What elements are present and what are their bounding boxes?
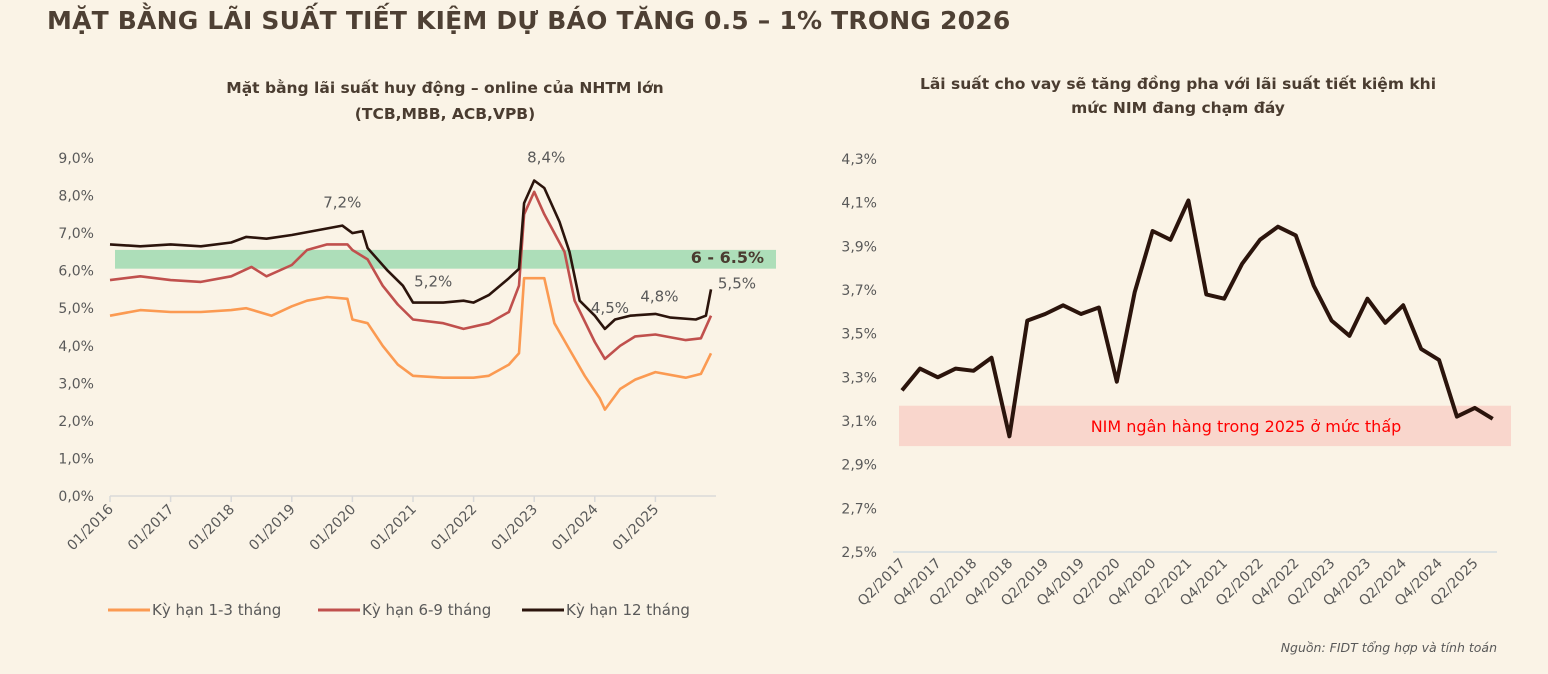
- y-tick-label: 3,9%: [841, 239, 877, 255]
- source-note: Nguồn: FIDT tổng hợp và tính toán: [1280, 640, 1497, 655]
- x-tick-label: 01/2022: [428, 502, 480, 554]
- y-tick-label: 2,9%: [841, 458, 877, 474]
- series-line-1: [109, 276, 713, 411]
- y-tick-label: 1,0%: [58, 451, 94, 467]
- x-tick-label: 01/2024: [549, 501, 602, 554]
- y-tick-label: 4,1%: [841, 196, 877, 212]
- page-title: MẶT BẰNG LÃI SUẤT TIẾT KIỆM DỰ BÁO TĂNG …: [47, 6, 1011, 35]
- y-tick-label: 7,0%: [58, 226, 94, 242]
- data-label: 5,2%: [414, 273, 452, 291]
- series-line-2: [109, 190, 713, 361]
- data-label: 4,8%: [640, 288, 678, 306]
- x-tick-label: 01/2018: [186, 502, 238, 554]
- nim-line: [900, 198, 1494, 439]
- legend-label: Kỳ hạn 12 tháng: [566, 601, 690, 619]
- y-tick-label: 9,0%: [58, 151, 94, 167]
- y-tick-label: 0,0%: [58, 489, 94, 505]
- legend-label: Kỳ hạn 1-3 tháng: [152, 601, 281, 619]
- y-tick-label: 3,5%: [841, 327, 877, 343]
- left-chart-title: Mặt bằng lãi suất huy động – online của …: [150, 75, 740, 127]
- y-tick-label: 5,0%: [58, 301, 94, 317]
- band-label: 6 - 6.5%: [691, 248, 764, 267]
- y-tick-label: 4,3%: [841, 152, 877, 168]
- target-band: [115, 249, 776, 269]
- y-tick-label: 4,0%: [58, 339, 94, 355]
- x-tick-label: 01/2023: [489, 502, 541, 554]
- data-label: 5,5%: [718, 274, 756, 292]
- band-label: NIM ngân hàng trong 2025 ở mức thấp: [1091, 417, 1402, 436]
- y-tick-label: 2,5%: [841, 545, 877, 561]
- x-tick-label: 01/2020: [307, 502, 359, 554]
- y-tick-label: 2,7%: [841, 501, 877, 517]
- y-tick-label: 3,7%: [841, 283, 877, 299]
- right-chart-title-line1: Lãi suất cho vay sẽ tăng đồng pha với lã…: [919, 75, 1437, 93]
- x-tick-label: 01/2017: [125, 502, 177, 554]
- y-tick-label: 2,0%: [58, 414, 94, 430]
- data-label: 4,5%: [591, 299, 629, 317]
- y-tick-label: 3,1%: [841, 414, 877, 430]
- data-label: 7,2%: [323, 194, 361, 212]
- x-tick-label: 01/2021: [367, 502, 419, 554]
- x-tick-label: 01/2019: [246, 502, 298, 554]
- nim-band: [899, 405, 1511, 447]
- left-chart-title-line1: Mặt bằng lãi suất huy động – online của …: [226, 79, 664, 97]
- left-chart-title-line2: (TCB,MBB, ACB,VPB): [354, 105, 536, 123]
- y-tick-label: 3,3%: [841, 370, 877, 386]
- y-tick-label: 6,0%: [58, 264, 94, 280]
- data-label: 8,4%: [527, 149, 565, 167]
- right-chart-title: Lãi suất cho vay sẽ tăng đồng pha với lã…: [858, 72, 1498, 120]
- x-tick-label: 01/2016: [64, 501, 117, 554]
- x-tick-label: 01/2025: [610, 502, 662, 554]
- right-chart-title-line2: mức NIM đang chạm đáy: [1071, 99, 1285, 117]
- y-tick-label: 8,0%: [58, 189, 94, 205]
- y-tick-label: 3,0%: [58, 376, 94, 392]
- series-line-3: [109, 179, 713, 331]
- legend-label: Kỳ hạn 6-9 tháng: [362, 601, 491, 619]
